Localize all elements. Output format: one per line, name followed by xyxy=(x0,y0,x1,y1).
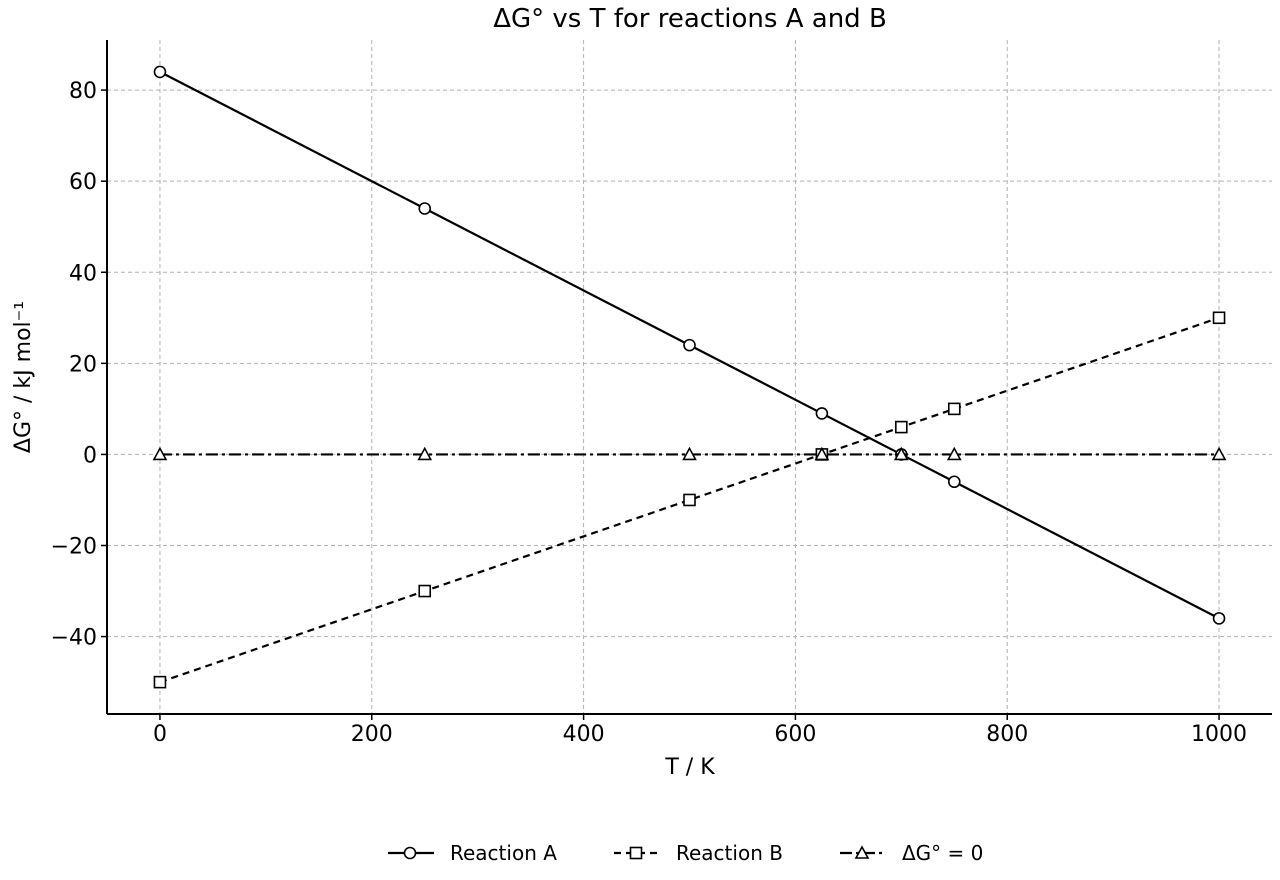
data-point xyxy=(895,420,908,434)
data-point xyxy=(153,675,167,689)
data-point xyxy=(814,446,830,461)
axes xyxy=(106,40,1272,715)
data-point xyxy=(1212,612,1226,625)
legend-item: Reaction B xyxy=(614,841,783,865)
data-point xyxy=(152,446,168,461)
legend-marker xyxy=(854,845,870,859)
ticks: 0 200 400 600 800 1000 −40 −20 0 20 40 60 80 xyxy=(51,79,1247,747)
x-tick-label: 0 xyxy=(153,722,167,747)
legend-item: ΔG° = 0 xyxy=(840,841,983,865)
y-tick-label: −20 xyxy=(51,535,97,560)
data-point xyxy=(947,475,961,489)
legend: Reaction A Reaction B ΔG° = 0 xyxy=(388,841,983,865)
y-axis-label: ΔG° / kJ mol⁻¹ xyxy=(11,301,36,453)
data-point xyxy=(946,446,962,461)
y-tick-label: 20 xyxy=(69,352,97,377)
data-point xyxy=(815,407,829,420)
data-point xyxy=(418,202,432,215)
y-tick-label: 0 xyxy=(83,443,97,468)
series-2 xyxy=(152,446,1227,461)
data-point xyxy=(893,446,909,461)
legend-item: Reaction A xyxy=(388,841,557,865)
x-tick-label: 1000 xyxy=(1191,722,1247,747)
x-tick-label: 400 xyxy=(563,722,605,747)
legend-marker xyxy=(403,846,417,860)
data-point xyxy=(1211,446,1227,461)
x-tick-label: 800 xyxy=(986,722,1028,747)
x-axis-label: T / K xyxy=(664,755,715,780)
data-point xyxy=(683,493,696,507)
y-tick-label: 40 xyxy=(69,261,97,286)
legend-label: Reaction A xyxy=(450,841,557,865)
data-point xyxy=(1212,311,1226,325)
y-tick-label: 60 xyxy=(69,170,97,195)
grid xyxy=(107,40,1272,714)
legend-label: Reaction B xyxy=(676,841,783,865)
x-tick-label: 200 xyxy=(351,722,393,747)
data-point xyxy=(417,446,433,461)
series-0 xyxy=(153,65,1226,625)
y-tick-label: −40 xyxy=(51,626,97,651)
data-point xyxy=(682,446,697,461)
data-point xyxy=(947,402,961,416)
legend-marker xyxy=(629,846,643,860)
data-point xyxy=(418,584,432,598)
data-point xyxy=(683,338,696,352)
series-layer xyxy=(152,65,1227,689)
data-point xyxy=(153,65,167,79)
x-tick-label: 600 xyxy=(774,722,816,747)
series-1 xyxy=(153,311,1226,689)
legend-label: ΔG° = 0 xyxy=(902,841,983,865)
y-tick-label: 80 xyxy=(69,79,97,104)
chart-title: ΔG° vs T for reactions A and B xyxy=(493,4,887,34)
